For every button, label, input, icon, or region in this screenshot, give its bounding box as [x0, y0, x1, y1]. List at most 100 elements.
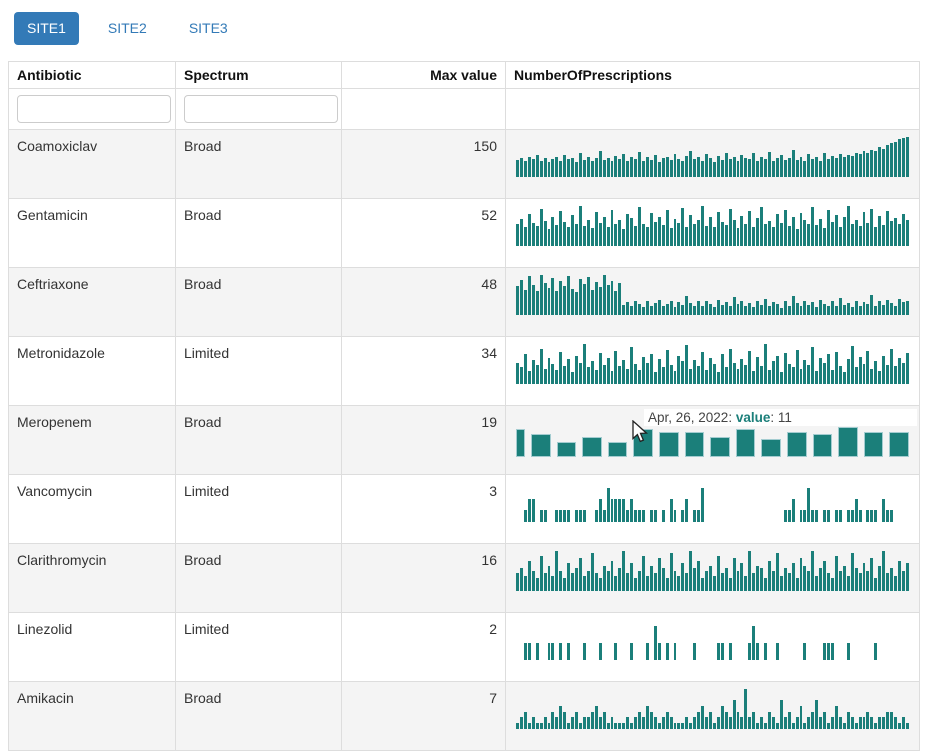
- spark-bar: [787, 711, 791, 729]
- spark-bar: [783, 510, 787, 522]
- spark-bar: [890, 348, 893, 384]
- spark-bar: [894, 305, 897, 315]
- sparkline-chart[interactable]: [516, 688, 909, 729]
- spark-bar: [740, 717, 744, 729]
- spark-bar: [527, 723, 531, 729]
- col-header-numberofprescriptions[interactable]: NumberOfPrescriptions: [505, 60, 920, 89]
- sparkline-chart[interactable]: [516, 487, 909, 522]
- antibiotic-cell: Gentamicin: [8, 197, 176, 268]
- spark-bar: [866, 350, 870, 384]
- table-row[interactable]: Amikacin Broad 7: [8, 680, 920, 751]
- spark-bar: [614, 575, 618, 591]
- sparkline-chart[interactable]: [516, 625, 909, 660]
- sparkline-chart[interactable]: [516, 274, 909, 315]
- spark-bar: [874, 150, 878, 177]
- spark-bar: [842, 304, 846, 315]
- spark-bar: [567, 642, 571, 660]
- spark-bar: [653, 625, 657, 660]
- spark-bar: [819, 568, 823, 591]
- spark-bar: [693, 717, 697, 729]
- spark-bar: [626, 573, 630, 591]
- spark-bar: [661, 367, 665, 384]
- spark-bar: [846, 510, 850, 522]
- col-header-spectrum[interactable]: Spectrum: [175, 60, 342, 89]
- tab-site2[interactable]: SITE2: [95, 12, 160, 45]
- spark-bar: [886, 299, 890, 315]
- table-row[interactable]: Vancomycin Limited 3: [8, 473, 920, 544]
- sparkline-chart-hovered[interactable]: [516, 411, 909, 457]
- antibiotic-filter-input[interactable]: [17, 94, 171, 123]
- spark-bar: [516, 362, 519, 384]
- spark-bar: [594, 282, 598, 315]
- spark-bar: [752, 370, 756, 384]
- tab-site1[interactable]: SITE1: [14, 12, 79, 45]
- spark-bar: [831, 642, 834, 660]
- spark-bar: [775, 553, 779, 591]
- antibiotic-cell: Linezolid: [8, 611, 176, 682]
- spark-bar: [854, 300, 858, 315]
- spark-bar: [886, 573, 890, 591]
- spark-bar: [882, 499, 886, 522]
- spark-bar: [626, 717, 630, 729]
- sparkline-chart[interactable]: [516, 550, 909, 591]
- spark-bar: [594, 369, 598, 384]
- spark-bar: [811, 158, 815, 177]
- spark-bar: [665, 210, 669, 246]
- spark-bar: [710, 436, 730, 457]
- spark-bar: [657, 216, 661, 246]
- spark-bar: [846, 303, 850, 315]
- spark-bar: [519, 279, 523, 315]
- spark-bar: [827, 210, 830, 246]
- spark-bar: [551, 278, 555, 315]
- spark-bar: [764, 642, 767, 660]
- antibiotic-cell: Coamoxiclav: [8, 128, 176, 199]
- spark-bar: [799, 212, 803, 246]
- spark-bar: [732, 157, 736, 177]
- sparkline-chart[interactable]: [516, 343, 909, 384]
- spark-bar: [744, 223, 748, 246]
- spark-bar: [634, 578, 638, 591]
- table-row[interactable]: Meropenem Broad 19 Apr, 26, 2022: value:…: [8, 404, 920, 475]
- table-row[interactable]: Clarithromycin Broad 16: [8, 542, 920, 613]
- sparkline-chart[interactable]: [516, 205, 909, 246]
- spark-bar: [618, 159, 622, 177]
- spark-bar: [693, 224, 697, 246]
- spark-bar: [724, 225, 728, 246]
- spark-bar: [523, 354, 527, 384]
- spark-bar: [555, 717, 559, 729]
- spark-bar: [527, 560, 531, 591]
- spark-bar: [547, 723, 551, 729]
- tab-site3[interactable]: SITE3: [176, 12, 241, 45]
- spark-bar: [779, 372, 783, 384]
- spark-bar: [705, 154, 708, 177]
- col-header-antibiotic[interactable]: Antibiotic: [8, 60, 176, 89]
- spark-bar: [551, 363, 555, 384]
- sparkline-chart[interactable]: [516, 136, 909, 177]
- spectrum-cell: Broad: [175, 542, 342, 613]
- spark-bar: [606, 723, 610, 729]
- spark-bar: [630, 499, 634, 522]
- spark-bar: [850, 510, 854, 522]
- table-row[interactable]: Linezolid Limited 2: [8, 611, 920, 682]
- spark-bar: [681, 563, 685, 591]
- col-header-max-value[interactable]: Max value: [341, 60, 506, 89]
- table-row[interactable]: Ceftriaxone Broad 48: [8, 266, 920, 337]
- spectrum-filter-input[interactable]: [184, 94, 338, 123]
- spark-bar: [594, 510, 598, 522]
- spark-bar: [697, 157, 701, 177]
- spark-bar: [834, 158, 838, 177]
- spark-bar: [827, 305, 830, 315]
- spark-bar: [854, 152, 858, 177]
- spark-bar: [657, 558, 661, 591]
- spark-bar: [701, 205, 704, 246]
- spark-bar: [901, 717, 905, 729]
- spark-bar: [645, 301, 649, 315]
- spark-bar: [768, 711, 771, 729]
- spark-bar: [858, 225, 862, 246]
- table-row[interactable]: Metronidazole Limited 34: [8, 335, 920, 406]
- spark-bar: [607, 441, 628, 457]
- table-row[interactable]: Gentamicin Broad 52: [8, 197, 920, 268]
- table-row[interactable]: Coamoxiclav Broad 150: [8, 128, 920, 199]
- spark-bar: [854, 723, 858, 729]
- spark-bar: [744, 575, 748, 591]
